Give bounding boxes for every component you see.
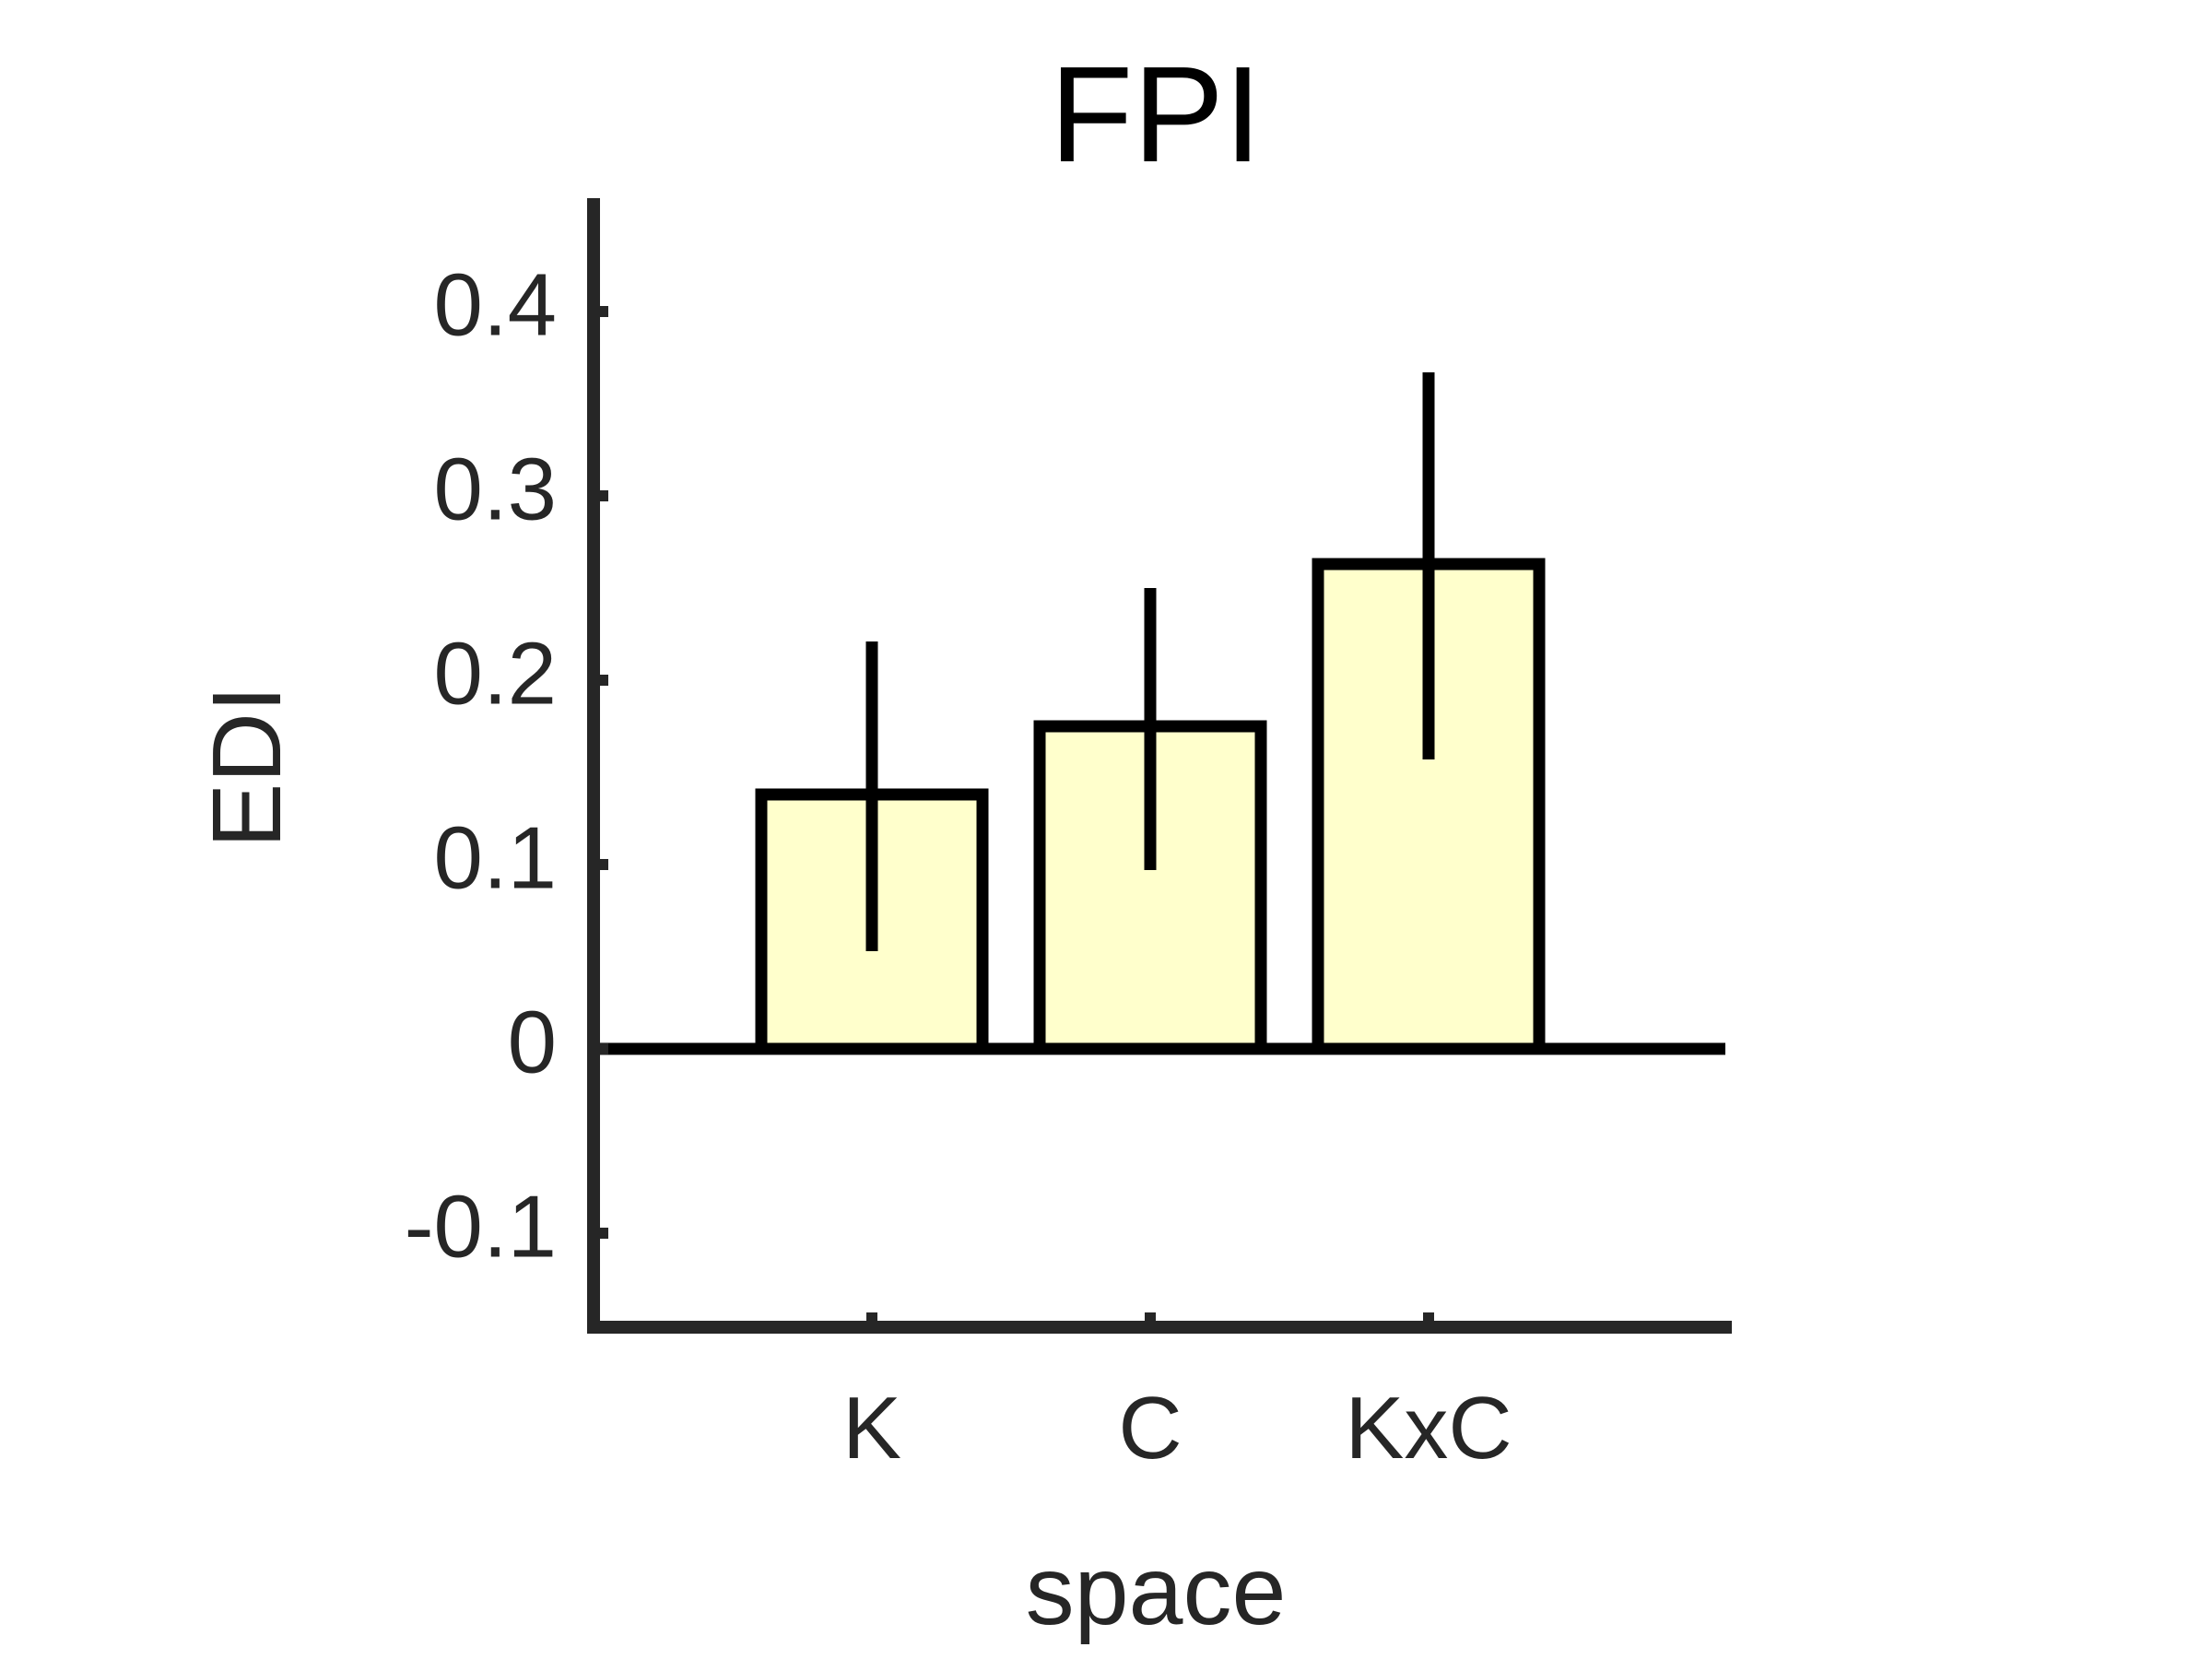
y-axis-title: EDI: [193, 686, 301, 849]
y-tick-label: 0.3: [434, 440, 557, 538]
y-tick-label: 0.1: [434, 808, 557, 907]
y-tick-label: 0.2: [434, 624, 557, 723]
x-tick-label-k: K: [842, 1379, 901, 1477]
y-tick-label: 0: [508, 993, 557, 1091]
y-tick-label: 0.4: [434, 255, 557, 354]
chart-title: FPI: [1050, 39, 1262, 191]
y-tick-label: -0.1: [405, 1177, 557, 1276]
x-tick-label-c: C: [1118, 1379, 1182, 1477]
x-tick-label-kxc: KxC: [1345, 1379, 1512, 1477]
errorbars: [865, 372, 1435, 951]
axes: [587, 198, 1732, 1334]
x-tick-labels: K C KxC: [842, 1379, 1512, 1477]
x-axis-title: space: [1026, 1536, 1287, 1645]
y-tick-labels: -0.1 0 0.1 0.2 0.3 0.4: [405, 255, 557, 1276]
